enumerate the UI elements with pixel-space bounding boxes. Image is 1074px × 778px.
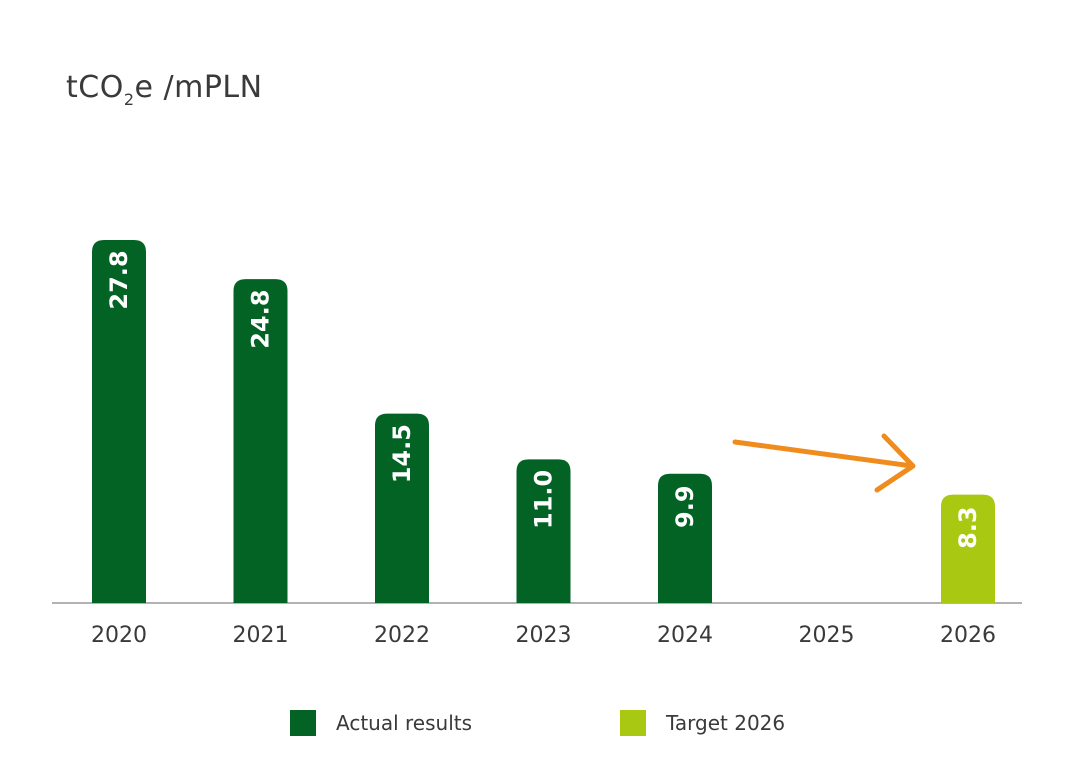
data-label: 8.3 xyxy=(954,506,982,549)
x-tick-label: 2022 xyxy=(374,623,430,648)
unit-title-post: e /mPLN xyxy=(134,70,263,105)
bar xyxy=(941,494,995,603)
bar xyxy=(658,473,712,603)
bar-chart: 2020 27.8 2021 24.8 2022 14.5 2023 11.0 2024 9.9 2… xyxy=(52,240,1022,648)
data-label: 24.8 xyxy=(247,290,275,349)
x-tick-label: 2024 xyxy=(657,623,713,648)
bar xyxy=(375,413,429,603)
data-label: 14.5 xyxy=(388,424,416,483)
bar xyxy=(516,459,571,603)
x-tick-label: 2023 xyxy=(516,623,572,648)
legend-label-target: Target 2026 xyxy=(666,711,786,735)
legend-label-actual: Actual results xyxy=(336,711,473,735)
data-label: 27.8 xyxy=(105,250,133,309)
trend-arrow-head xyxy=(874,433,916,493)
x-tick-label: 2026 xyxy=(940,623,996,648)
chart-unit-title: tCO2e /mPLN xyxy=(66,70,263,109)
unit-title-subscript: 2 xyxy=(123,90,135,109)
x-tick-label: 2025 xyxy=(799,623,855,648)
x-tick-label: 2020 xyxy=(91,623,147,648)
legend-swatch-target xyxy=(620,710,646,736)
legend-item-target: Target 2026 xyxy=(620,708,785,738)
data-label: 11.0 xyxy=(530,470,558,529)
legend-item-actual: Actual results xyxy=(290,708,472,738)
trend-arrow-shaft xyxy=(732,439,915,469)
bar xyxy=(233,279,288,603)
data-label: 9.9 xyxy=(671,485,699,528)
unit-title-pre: tCO xyxy=(66,70,124,105)
x-tick-label: 2021 xyxy=(233,623,289,648)
legend-swatch-actual xyxy=(290,710,316,736)
bar xyxy=(92,240,146,603)
